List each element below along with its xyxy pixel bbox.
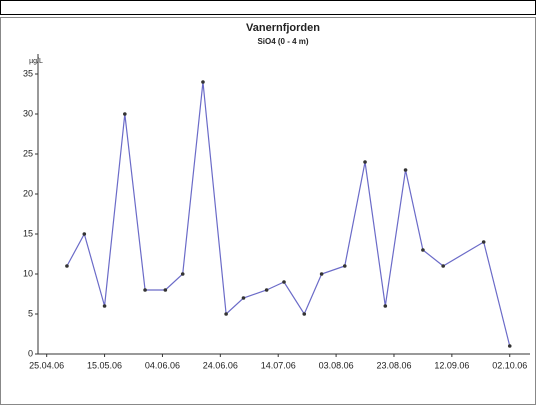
x-tick-label: 14.07.06: [261, 360, 296, 370]
data-point: [102, 304, 107, 308]
x-tick-label: 15.05.06: [87, 360, 122, 370]
x-tick-label: 03.08.06: [319, 360, 354, 370]
chart-subtitle: SiO4 (0 - 4 m): [257, 37, 308, 46]
y-axis-label: µg/L: [29, 58, 43, 65]
data-point: [282, 280, 286, 284]
x-tick-label: 25.04.06: [29, 360, 64, 370]
y-tick-label: 30: [23, 108, 33, 118]
data-point: [319, 272, 324, 276]
data-point: [143, 288, 147, 292]
y-tick-label: 10: [23, 268, 33, 278]
data-point: [264, 288, 269, 292]
y-tick-label: 25: [23, 148, 33, 158]
x-tick-label: 04.06.06: [145, 360, 180, 370]
data-point: [201, 80, 205, 84]
x-tick-label: 24.06.06: [203, 360, 238, 370]
y-tick-label: 0: [28, 348, 33, 358]
data-line: [66, 81, 511, 347]
y-tick-label: 35: [23, 68, 33, 78]
data-point: [363, 160, 367, 164]
y-tick-label: 5: [28, 308, 33, 318]
data-point: [123, 112, 127, 116]
x-tick-label: 12.09.06: [434, 360, 469, 370]
data-point: [421, 248, 425, 252]
data-point: [441, 264, 445, 268]
data-point: [383, 304, 388, 308]
data-point: [65, 264, 69, 268]
data-point: [224, 312, 228, 316]
data-point: [302, 312, 307, 316]
y-tick-label: 15: [23, 228, 33, 238]
data-point: [241, 296, 246, 300]
data-point: [82, 232, 87, 236]
x-tick-label: 02.10.06: [492, 360, 527, 370]
data-point: [507, 344, 512, 348]
x-tick-label: 23.08.06: [376, 360, 411, 370]
data-point: [180, 272, 185, 276]
data-point: [403, 168, 408, 172]
header-bar: [0, 0, 536, 15]
y-tick-label: 20: [23, 188, 33, 198]
chart-frame: [0, 17, 536, 405]
data-point: [481, 240, 486, 244]
data-point: [163, 288, 168, 292]
data-point: [342, 264, 347, 268]
chart-title: Vanernfjorden: [246, 22, 320, 34]
